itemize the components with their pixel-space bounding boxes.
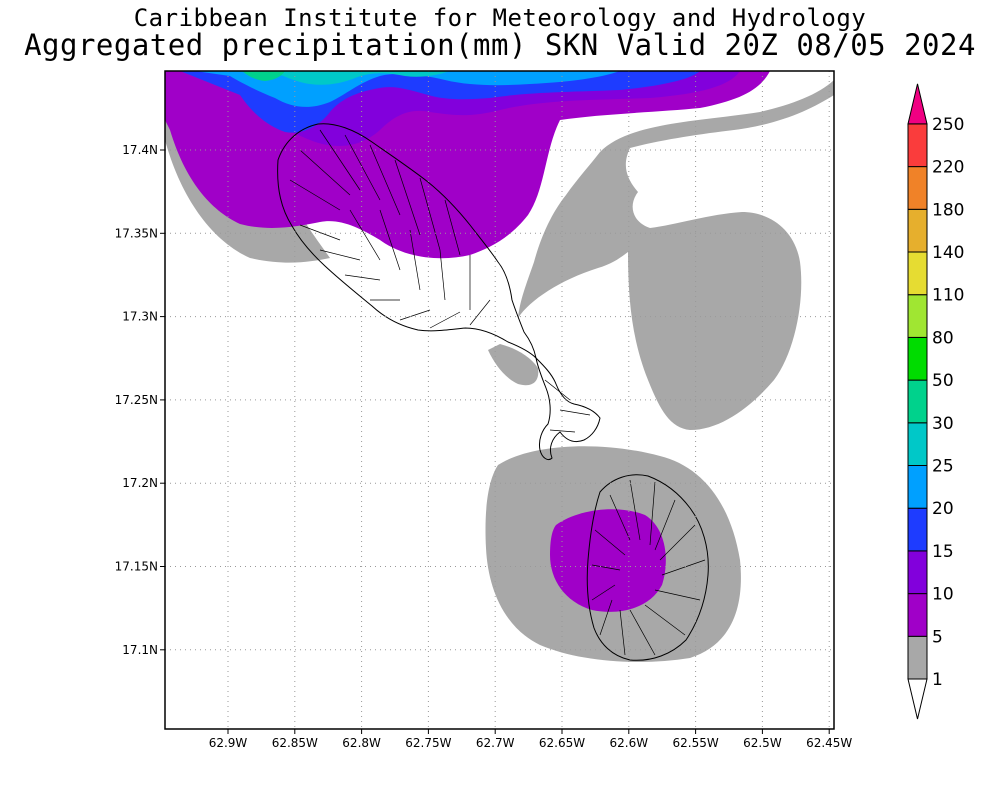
y-tick-label: 17.2N [122,476,158,490]
colorbar-segment [907,208,928,253]
x-tick-label: 62.85W [272,736,318,750]
colorbar-segment [907,166,928,210]
colorbar-max-triangle [907,83,928,125]
precip-region-25-30mm [215,71,450,85]
y-tick-label: 17.4N [122,143,158,157]
precip-region-1-5mm-north [165,71,834,430]
colorbar-segment [907,507,928,552]
y-axis: 17.4N 17.35N 17.3N 17.25N 17.2N 17.15N 17.1N [115,143,165,657]
island-st-kitts-peninsula [535,356,601,461]
precip-region-30-50mm [242,71,285,81]
colorbar-label: 1 [932,670,943,690]
colorbar-label: 25 [932,457,954,477]
colorbar-segment [907,251,928,296]
precip-region-1-5mm-channel [488,344,539,386]
x-tick-label: 62.6W [610,736,649,750]
colorbar-label: 10 [932,585,954,605]
colorbar-segment [907,294,928,338]
chart-title-line1: Caribbean Institute for Meteorology and … [133,4,867,32]
colorbar-segment [907,550,928,595]
x-tick-label: 62.55W [672,736,718,750]
colorbar-label: 110 [932,286,964,306]
y-tick-label: 17.25N [115,393,158,407]
precip-region-5-10mm-south [550,509,666,612]
colorbar-label: 50 [932,371,954,391]
x-tick-label: 62.65W [539,736,585,750]
colorbar-label: 250 [932,115,964,135]
colorbar-label: 15 [932,542,954,562]
y-tick-label: 17.15N [115,560,158,574]
colorbar-segment [907,379,928,424]
x-tick-label: 62.9W [209,736,248,750]
island-nevis [586,474,709,661]
plot-area [165,71,834,662]
island-st-kitts [277,123,537,360]
x-tick-label: 62.7W [476,736,515,750]
colorbar-segment [907,465,928,509]
colorbar-segment [907,123,928,168]
colorbar-segment [907,336,928,381]
y-tick-label: 17.3N [122,310,158,324]
chart-title-line2: Aggregated precipitation(mm) SKN Valid 2… [24,28,976,62]
colorbar-segment [907,422,928,466]
colorbar-label: 30 [932,414,954,434]
colorbar-label: 80 [932,328,954,348]
colorbar-label: 180 [932,200,964,220]
colorbar-label: 20 [932,499,954,519]
colorbar-min-triangle [907,678,928,720]
watershed-lines [289,129,706,656]
y-tick-label: 17.35N [115,226,158,240]
x-tick-label: 62.75W [405,736,451,750]
colorbar-segment [907,635,928,680]
x-tick-label: 62.45W [806,736,852,750]
colorbar-segment [907,593,928,637]
x-tick-label: 62.5W [743,736,782,750]
x-tick-label: 62.8W [342,736,381,750]
y-tick-label: 17.1N [122,643,158,657]
colorbar-label: 5 [932,627,943,647]
x-axis: 62.9W 62.85W 62.8W 62.75W 62.7W 62.65W 62.6W 62… [209,729,852,750]
colorbar-label: 220 [932,158,964,178]
colorbar-label: 140 [932,243,964,263]
